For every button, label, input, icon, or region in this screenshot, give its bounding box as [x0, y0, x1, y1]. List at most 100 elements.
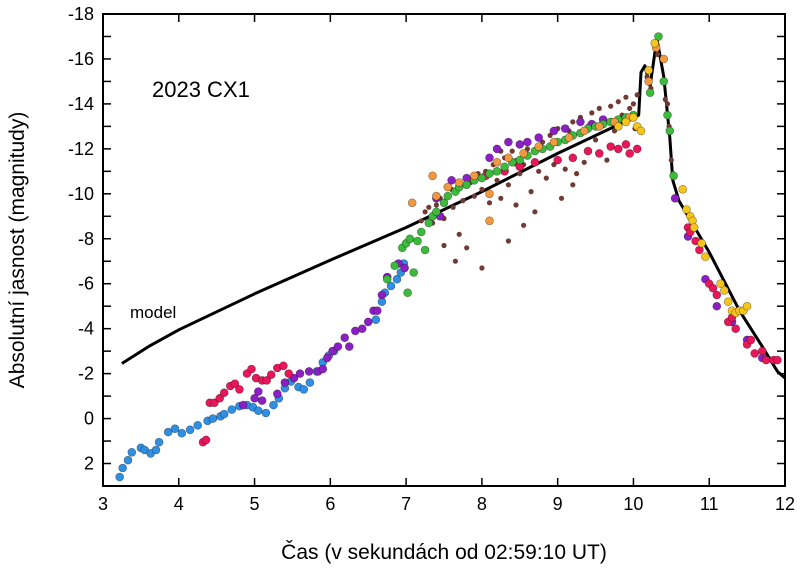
data-point-green [485, 169, 494, 178]
data-point-orange [534, 142, 544, 151]
data-point-yellow [742, 301, 752, 311]
data-point-crimson [613, 144, 623, 154]
data-point-brown [471, 193, 477, 199]
data-point-blue [269, 400, 278, 410]
data-point-brown [524, 146, 531, 152]
data-point-blue [386, 281, 396, 291]
chart-title: 2023 CX1 [152, 77, 250, 102]
plot-frame [102, 13, 786, 487]
data-point-green [462, 180, 472, 190]
data-point-yellow [716, 279, 725, 289]
data-point-purple [523, 137, 532, 147]
data-point-purple [238, 400, 248, 410]
data-point-brown [581, 159, 587, 165]
x-tick-label: 3 [98, 494, 108, 514]
data-point-orange [549, 137, 559, 147]
data-point-orange [564, 133, 574, 142]
data-point-purple [372, 306, 382, 316]
data-point-brown [479, 186, 485, 192]
y-tick-label: -2 [78, 364, 94, 384]
data-point-crimson [606, 142, 616, 151]
data-point-yellow [621, 117, 631, 127]
x-tick-label: 9 [553, 494, 563, 514]
data-point-brown [558, 195, 565, 201]
data-point-yellow [723, 297, 733, 307]
x-tick-label: 7 [401, 494, 411, 514]
data-point-yellow [629, 113, 638, 122]
data-point-crimson [284, 369, 294, 378]
data-point-brown [547, 132, 553, 138]
data-point-crimson [773, 355, 782, 365]
data-point-purple [318, 364, 328, 374]
data-point-purple [272, 389, 282, 399]
data-point-green [515, 155, 525, 165]
data-point-green [645, 88, 655, 97]
data-point-brown [422, 209, 428, 215]
data-point-purple [447, 176, 456, 185]
data-point-brown [441, 242, 447, 249]
data-point-crimson [746, 335, 756, 345]
data-point-crimson [708, 283, 718, 293]
data-point-crimson [594, 149, 604, 158]
data-point-blue [208, 414, 218, 423]
data-point-blue [253, 406, 263, 416]
data-point-purple [400, 263, 409, 273]
y-tick-label: 2 [84, 454, 94, 474]
data-point-brown [505, 238, 511, 244]
data-point-brown [486, 200, 493, 206]
data-point-purple [253, 387, 263, 396]
data-point-crimson [247, 364, 256, 374]
data-point-brown [604, 157, 610, 163]
data-point-blue [261, 408, 271, 418]
data-point-orange [485, 216, 494, 226]
data-point-purple [289, 373, 299, 383]
data-point-brown [634, 92, 640, 98]
data-point-purple [576, 117, 585, 127]
x-tick-label: 8 [477, 494, 487, 514]
data-point-orange [492, 158, 502, 167]
data-point-brown [494, 177, 500, 183]
data-point-brown [570, 119, 576, 125]
data-point-brown [668, 157, 674, 163]
data-point-purple [549, 126, 559, 136]
data-point-green [665, 126, 675, 136]
data-point-brown [611, 128, 618, 134]
data-point-crimson [757, 346, 767, 356]
x-axis-label: Čas (v sekundách od 02:59:10 UT) [281, 541, 607, 564]
data-point-green [492, 167, 502, 176]
data-point-brown [464, 245, 470, 251]
data-point-green [477, 173, 487, 183]
data-point-yellow [701, 252, 710, 262]
data-point-brown [596, 105, 602, 111]
y-tick-label: -6 [78, 274, 94, 294]
data-point-purple [515, 140, 525, 149]
data-point-crimson [731, 324, 741, 334]
data-point-green [500, 162, 509, 172]
x-tick-label: 11 [700, 494, 719, 514]
data-point-purple [485, 153, 494, 163]
data-point-purple [257, 396, 267, 405]
data-point-purple [560, 124, 570, 133]
data-point-green [439, 198, 449, 208]
data-point-brown [517, 171, 523, 177]
data-point-blue [123, 455, 133, 465]
data-point-crimson [632, 144, 642, 154]
data-point-purple [340, 333, 350, 343]
data-point-brown [521, 222, 527, 228]
data-point-brown [509, 148, 515, 154]
y-tick-label: -18 [68, 4, 94, 24]
data-point-crimson [219, 388, 229, 398]
data-point-green [654, 32, 663, 41]
data-point-crimson [230, 379, 240, 389]
data-point-purple [344, 342, 354, 351]
data-point-yellow [682, 205, 691, 214]
data-point-blue [299, 385, 309, 394]
data-point-purple [534, 133, 544, 142]
data-point-purple [250, 393, 259, 403]
data-point-blue [154, 437, 164, 447]
data-point-brown [593, 137, 599, 143]
y-tick-label: -14 [68, 94, 94, 114]
y-tick-label: -12 [68, 139, 94, 159]
data-point-crimson [553, 155, 563, 165]
